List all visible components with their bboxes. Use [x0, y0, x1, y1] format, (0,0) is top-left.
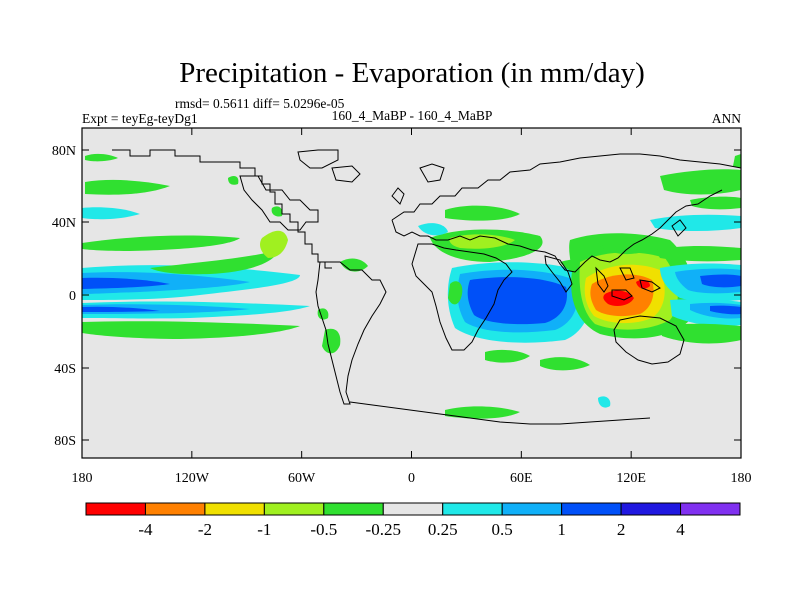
- colorbar-swatch: [561, 502, 622, 516]
- lat-tick-label: 40S: [54, 362, 76, 377]
- colorbar-label: 0.5: [492, 520, 513, 539]
- contour-fill: [418, 223, 448, 236]
- contour-fill: [271, 206, 283, 217]
- lon-tick-label: 60E: [510, 471, 533, 486]
- contour-fill: [467, 277, 568, 325]
- contour-fill: [260, 230, 288, 258]
- contour-fill: [85, 153, 118, 162]
- contour-fill: [445, 205, 520, 221]
- contour-fill: [317, 308, 329, 320]
- lat-tick-label: 0: [69, 289, 76, 304]
- colorbar: -4 -2 -1 -0.5 -0.25 0.25 0.5 1 2 4: [85, 502, 741, 539]
- contour-fill: [82, 277, 170, 289]
- lat-tick-label: 80N: [52, 144, 76, 159]
- map-plot: 80N 40N 0 40S 80S 180 120W 60W 0 60E 120E 180: [52, 127, 752, 486]
- figure-title: Precipitation - Evaporation (in mm/day): [179, 57, 645, 89]
- contour-fill: [85, 179, 170, 195]
- contour-fill: [150, 250, 278, 275]
- contour-fill: [598, 396, 611, 408]
- lon-tick-label: 0: [408, 471, 415, 486]
- colorbar-swatch: [323, 502, 384, 516]
- colorbar-label: 2: [617, 520, 626, 539]
- colorbar-swatch: [85, 502, 146, 516]
- colorbar-swatch: [620, 502, 682, 516]
- colorbar-label: 0.25: [428, 520, 458, 539]
- contour-fill: [228, 176, 239, 185]
- colorbar-swatch: [204, 502, 265, 516]
- colorbar-swatch: [501, 502, 563, 516]
- lon-tick-label: 180: [72, 471, 93, 486]
- contour-fill: [700, 274, 741, 288]
- lon-tick-label: 120W: [175, 471, 210, 486]
- contour-fill: [485, 349, 530, 363]
- contour-fill: [660, 323, 741, 344]
- contour-fill: [636, 279, 650, 289]
- colorbar-swatch: [144, 502, 206, 516]
- contour-fill: [82, 321, 300, 339]
- contour-fill: [82, 235, 240, 251]
- contour-fill: [733, 154, 741, 168]
- colorbar-label: 1: [557, 520, 566, 539]
- coastlines: [112, 149, 742, 425]
- center-label: 160_4_MaBP - 160_4_MaBP: [332, 108, 493, 123]
- contour-fill: [710, 305, 741, 315]
- colorbar-label: -4: [138, 520, 153, 539]
- colorbar-label: -1: [257, 520, 271, 539]
- contour-fill: [655, 246, 741, 262]
- lon-tick-label: 120E: [616, 471, 646, 486]
- colorbar-swatch: [263, 502, 325, 516]
- contour-fill: [82, 272, 250, 294]
- expt-label: Expt = teyEg-teyDg1: [82, 111, 198, 126]
- contour-fill: [82, 306, 160, 312]
- contour-fills: [82, 153, 741, 419]
- stats-line: rmsd= 0.5611 diff= 5.0296e-05: [175, 96, 345, 111]
- contour-fill: [600, 243, 648, 255]
- contour-fill: [540, 357, 590, 371]
- contour-fill: [448, 281, 463, 305]
- colorbar-label: -0.5: [310, 520, 337, 539]
- colorbar-swatch: [680, 502, 741, 516]
- contour-fill: [660, 169, 741, 195]
- contour-fill: [340, 258, 368, 272]
- lat-tick-group: 80N 40N 0 40S 80S: [52, 144, 741, 449]
- colorbar-label: -0.25: [366, 520, 401, 539]
- lon-tick-label: 180: [731, 471, 752, 486]
- season-label: ANN: [712, 111, 741, 126]
- colorbar-label: 4: [676, 520, 685, 539]
- lat-tick-label: 80S: [54, 434, 76, 449]
- contour-fill: [445, 406, 520, 419]
- colorbar-swatch: [442, 502, 503, 516]
- lon-tick-label: 60W: [288, 471, 316, 486]
- lat-tick-label: 40N: [52, 216, 76, 231]
- contour-fill: [690, 196, 741, 210]
- lon-tick-group: 180 120W 60W 0 60E 120E 180: [72, 128, 752, 486]
- contour-fill: [82, 207, 140, 220]
- colorbar-label: -2: [198, 520, 212, 539]
- colorbar-swatch: [382, 502, 444, 516]
